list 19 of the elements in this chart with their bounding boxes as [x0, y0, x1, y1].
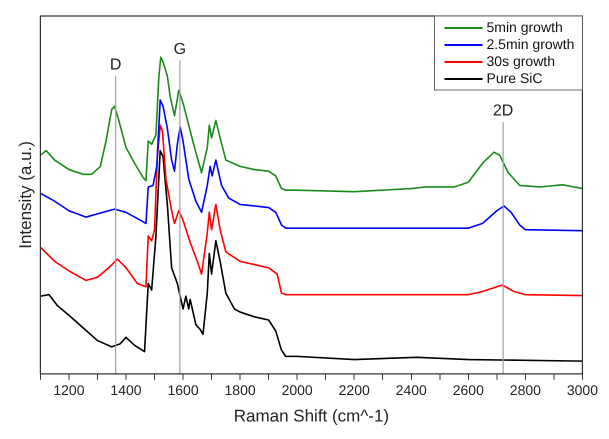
x-tick-label: 1200	[53, 382, 85, 398]
ref-line-label: G	[174, 40, 186, 58]
ref-line-label: D	[110, 56, 122, 74]
x-tick-label: 2000	[282, 382, 313, 398]
legend-label: 2.5min growth	[486, 36, 574, 52]
x-tick-label: 1400	[110, 382, 142, 398]
x-tick-label: 1600	[167, 382, 199, 398]
x-tick-label: 2600	[452, 382, 484, 398]
y-axis-title: Intensity (a.u.)	[16, 141, 35, 249]
legend-label: 30s growth	[486, 52, 555, 69]
ref-line-label: 2D	[492, 102, 514, 120]
x-tick-label: 3000	[566, 382, 598, 398]
x-tick-label: 2400	[396, 382, 428, 398]
x-tick-label: 1800	[224, 382, 256, 398]
x-tick-label: 2800	[510, 382, 542, 398]
x-axis-title: Raman Shift (cm^-1)	[234, 406, 390, 426]
legend-label: Pure SiC	[486, 70, 543, 86]
x-tick-label: 2200	[338, 382, 370, 398]
legend-label: 5min growth	[486, 18, 563, 35]
